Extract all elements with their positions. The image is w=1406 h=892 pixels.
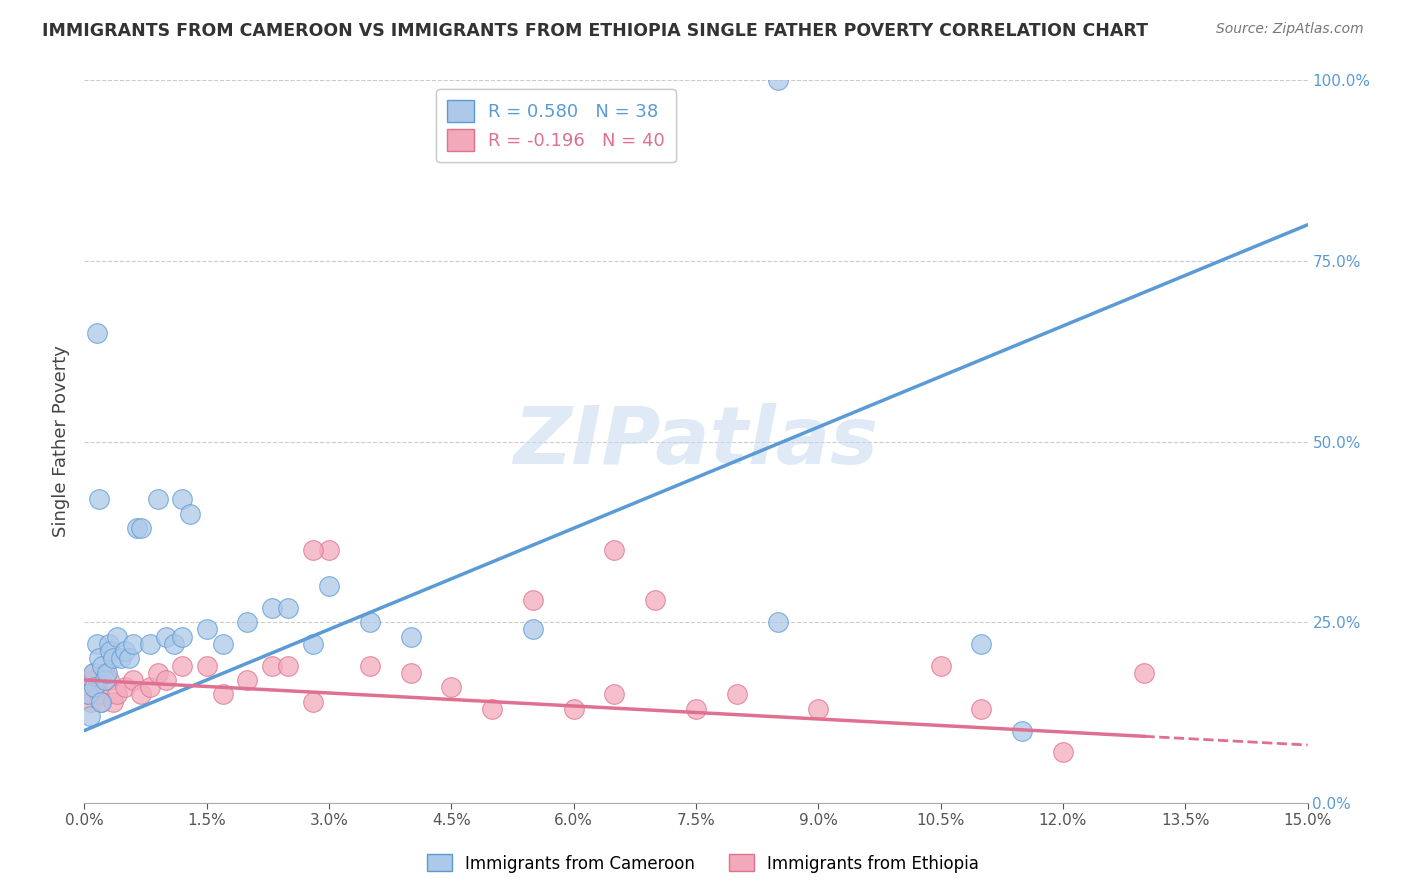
Point — [105, 630, 128, 644]
Point — [766, 615, 789, 630]
Point — [80, 695, 103, 709]
Point — [87, 687, 110, 701]
Point — [399, 665, 422, 680]
Point — [82, 673, 104, 687]
Point — [100, 644, 122, 658]
Legend: Immigrants from Cameroon, Immigrants from Ethiopia: Immigrants from Cameroon, Immigrants fro… — [420, 847, 986, 880]
Point — [929, 658, 952, 673]
Point — [440, 680, 463, 694]
Point — [82, 665, 104, 680]
Point — [195, 658, 218, 673]
Point — [260, 658, 283, 673]
Point — [562, 702, 585, 716]
Point — [236, 673, 259, 687]
Point — [766, 73, 789, 87]
Point — [277, 600, 299, 615]
Point — [86, 326, 108, 341]
Point — [77, 687, 100, 701]
Point — [138, 637, 160, 651]
Point — [172, 492, 194, 507]
Point — [212, 637, 235, 651]
Point — [114, 680, 136, 694]
Point — [93, 665, 115, 680]
Point — [146, 665, 169, 680]
Y-axis label: Single Father Poverty: Single Father Poverty — [52, 345, 70, 538]
Point — [603, 542, 626, 557]
Point — [122, 673, 145, 687]
Point — [399, 630, 422, 644]
Legend: R = 0.580   N = 38, R = -0.196   N = 40: R = 0.580 N = 38, R = -0.196 N = 40 — [436, 89, 676, 162]
Point — [90, 695, 112, 709]
Point — [644, 593, 666, 607]
Point — [807, 702, 830, 716]
Point — [122, 637, 145, 651]
Point — [359, 615, 381, 630]
Point — [318, 579, 340, 593]
Point — [212, 687, 235, 701]
Point — [685, 702, 707, 716]
Point — [172, 658, 194, 673]
Point — [970, 702, 993, 716]
Point — [97, 673, 120, 687]
Point — [603, 687, 626, 701]
Point — [131, 521, 153, 535]
Point — [79, 709, 101, 723]
Point — [236, 615, 259, 630]
Point — [118, 651, 141, 665]
Point — [146, 492, 169, 507]
Point — [970, 637, 993, 651]
Point — [301, 542, 323, 557]
Point — [163, 637, 186, 651]
Point — [96, 665, 118, 680]
Point — [522, 593, 544, 607]
Text: IMMIGRANTS FROM CAMEROON VS IMMIGRANTS FROM ETHIOPIA SINGLE FATHER POVERTY CORRE: IMMIGRANTS FROM CAMEROON VS IMMIGRANTS F… — [42, 22, 1149, 40]
Point — [481, 702, 503, 716]
Point — [359, 658, 381, 673]
Point — [97, 637, 120, 651]
Point — [172, 630, 194, 644]
Point — [114, 644, 136, 658]
Point — [127, 521, 149, 535]
Point — [110, 651, 132, 665]
Point — [101, 695, 124, 709]
Point — [277, 658, 299, 673]
Point — [522, 623, 544, 637]
Point — [138, 680, 160, 694]
Point — [91, 658, 114, 673]
Point — [155, 673, 177, 687]
Point — [86, 680, 108, 694]
Point — [301, 695, 323, 709]
Point — [93, 673, 115, 687]
Point — [101, 651, 124, 665]
Point — [179, 507, 201, 521]
Point — [131, 687, 153, 701]
Point — [260, 600, 283, 615]
Point — [87, 651, 110, 665]
Point — [77, 687, 100, 701]
Point — [1133, 665, 1156, 680]
Point — [86, 637, 108, 651]
Point — [725, 687, 748, 701]
Point — [83, 680, 105, 694]
Text: Source: ZipAtlas.com: Source: ZipAtlas.com — [1216, 22, 1364, 37]
Point — [90, 695, 112, 709]
Point — [87, 492, 110, 507]
Point — [83, 665, 105, 680]
Point — [1011, 723, 1033, 738]
Point — [301, 637, 323, 651]
Point — [1052, 745, 1074, 759]
Point — [155, 630, 177, 644]
Point — [318, 542, 340, 557]
Point — [105, 687, 128, 701]
Point — [195, 623, 218, 637]
Text: ZIPatlas: ZIPatlas — [513, 402, 879, 481]
